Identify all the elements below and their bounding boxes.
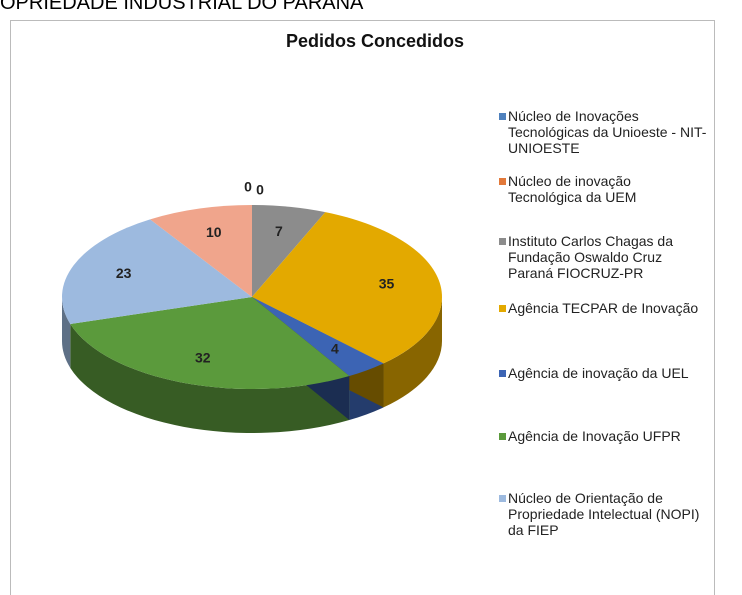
legend-entry: Instituto Carlos Chagas da Fundação Oswa…: [499, 233, 708, 281]
chart-frame: [10, 20, 715, 595]
legend-label: Núcleo de Inovações Tecnológicas da Unio…: [508, 108, 707, 156]
legend-swatch: [499, 433, 506, 440]
pie-side: [383, 297, 442, 408]
data-label: 10: [206, 224, 222, 240]
pie-side: [70, 323, 350, 433]
pie-slice: [252, 297, 384, 377]
data-label: 0: [256, 182, 264, 198]
legend-swatch: [499, 238, 506, 245]
data-label: 32: [195, 350, 211, 366]
legend-entry: Núcleo de inovação Tecnológica da UEM: [499, 173, 708, 205]
data-label: 4: [331, 340, 339, 356]
pie-slice: [150, 205, 252, 297]
data-label: 35: [379, 276, 395, 292]
pie-slice: [62, 219, 252, 324]
legend-swatch: [499, 178, 506, 185]
legend-label: Agência TECPAR de Inovação: [508, 300, 699, 316]
legend-entry: Agência TECPAR de Inovação: [499, 300, 708, 316]
legend-label: Agência de inovação da UEL: [508, 365, 689, 381]
legend-label: Núcleo de inovação Tecnológica da UEM: [508, 173, 637, 205]
page-heading: OPRIEDADE INDUSTRIAL DO PARANÁ: [0, 0, 364, 14]
legend-swatch: [499, 495, 506, 502]
legend-entry: Agência de inovação da UEL: [499, 365, 708, 381]
data-label: 7: [275, 223, 283, 239]
pie-slice: [252, 205, 326, 297]
legend-swatch: [499, 370, 506, 377]
legend-swatch: [499, 113, 506, 120]
pie-slice: [252, 212, 442, 364]
pie-slice: [70, 297, 350, 390]
legend-label: Instituto Carlos Chagas da Fundação Oswa…: [508, 233, 673, 281]
legend-label: Núcleo de Orientação de Propriedade Inte…: [508, 490, 700, 538]
chart-title: Pedidos Concedidos: [286, 31, 464, 51]
legend-swatch: [499, 305, 506, 312]
legend-label: Agência de Inovação UFPR: [508, 428, 681, 444]
pie-side: [62, 297, 71, 368]
data-label: 23: [116, 265, 132, 281]
pie-tops: [62, 205, 442, 390]
legend-entry: Agência de Inovação UFPR: [499, 428, 708, 444]
legend-entry: Núcleo de Inovações Tecnológicas da Unio…: [499, 108, 708, 156]
legend-entry: Núcleo de Orientação de Propriedade Inte…: [499, 490, 708, 538]
data-label: 0: [244, 179, 252, 195]
